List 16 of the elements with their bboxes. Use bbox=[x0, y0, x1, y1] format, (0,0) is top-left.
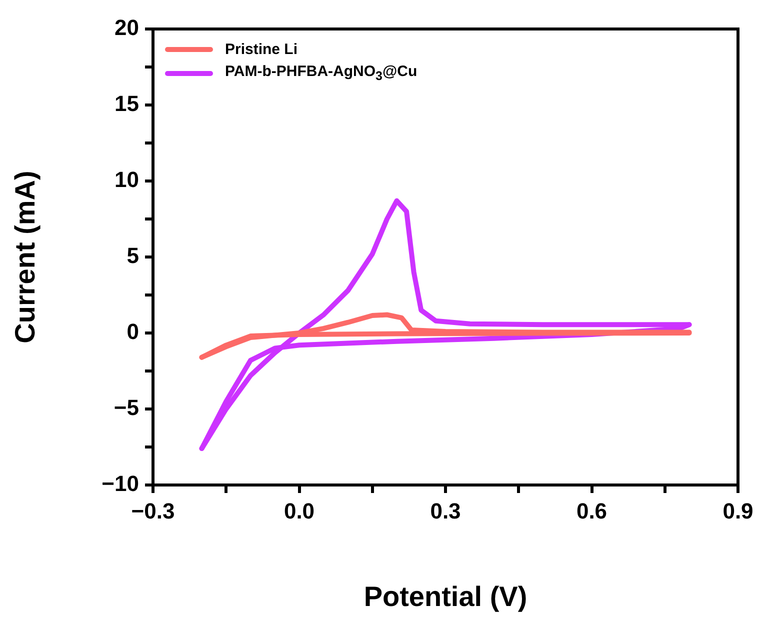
legend-label: PAM-b-PHFBA-AgNO$_{3}$@Cu bbox=[225, 63, 418, 83]
x-tick-label: 0.9 bbox=[722, 498, 754, 524]
y-tick-label: 20 bbox=[114, 15, 139, 40]
y-tick-label: 0 bbox=[126, 319, 139, 344]
x-tick-label: 0.6 bbox=[576, 498, 608, 524]
y-tick-label: 5 bbox=[126, 243, 139, 268]
y-tick-label: 10 bbox=[114, 167, 139, 192]
legend-label: Pristine Li bbox=[225, 40, 298, 58]
y-tick-label: −5 bbox=[114, 395, 139, 420]
x-tick-label: 0.0 bbox=[284, 498, 315, 524]
x-tick-label: 0.3 bbox=[430, 498, 461, 524]
y-tick-label: −10 bbox=[102, 471, 139, 496]
y-tick-label: 15 bbox=[114, 91, 139, 116]
x-axis-title: Potential (V) bbox=[364, 580, 528, 612]
y-axis-title: Current (mA) bbox=[10, 170, 41, 344]
x-tick-label: −0.3 bbox=[131, 498, 175, 524]
